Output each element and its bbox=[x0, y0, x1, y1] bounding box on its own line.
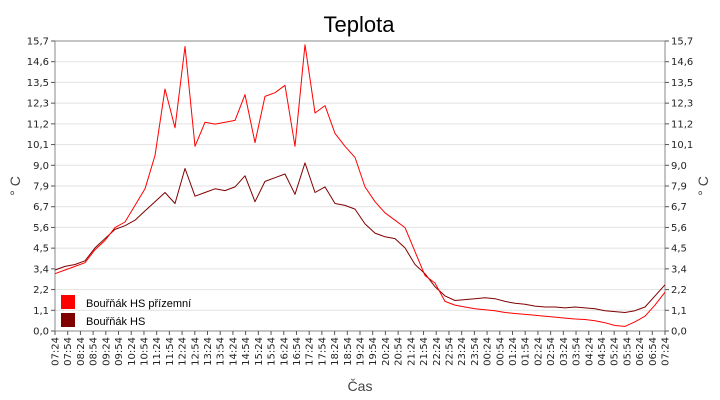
x-axis-ticks: 07:24 07:54 08:24 08:54 09:24 09:54 10:24 10:54… bbox=[51, 331, 672, 366]
y-tick-label-left: 0,0 bbox=[33, 327, 49, 338]
x-tick-label: 22:54 bbox=[444, 337, 455, 366]
y-tick-label-left: 10,1 bbox=[27, 140, 49, 151]
x-tick-label: 15:54 bbox=[267, 337, 278, 366]
legend-swatch-hs bbox=[61, 313, 75, 327]
x-tick-label: 23:54 bbox=[470, 337, 481, 366]
x-tick-label: 11:24 bbox=[152, 337, 163, 366]
x-tick-label: 00:24 bbox=[483, 337, 494, 366]
x-axis-label: Čas bbox=[348, 378, 373, 394]
x-tick-label: 22:24 bbox=[432, 337, 443, 366]
y-tick-label-right: 5,6 bbox=[671, 223, 687, 234]
x-tick-label: 05:24 bbox=[610, 337, 621, 366]
y-tick-label-left: 2,2 bbox=[33, 285, 49, 296]
x-tick-label: 10:54 bbox=[139, 337, 150, 366]
gridlines bbox=[55, 40, 665, 332]
x-tick-label: 04:54 bbox=[597, 337, 608, 366]
x-tick-label: 05:54 bbox=[622, 337, 633, 366]
x-tick-label: 02:54 bbox=[546, 337, 557, 366]
x-tick-label: 03:54 bbox=[572, 337, 583, 366]
y-tick-label-right: 10,1 bbox=[671, 140, 693, 151]
x-tick-label: 15:24 bbox=[254, 337, 265, 366]
x-tick-label: 19:24 bbox=[356, 337, 367, 366]
x-tick-label: 17:24 bbox=[305, 337, 316, 366]
x-tick-label: 08:24 bbox=[76, 337, 87, 366]
x-tick-label: 07:54 bbox=[63, 337, 74, 366]
y-axis-label-right: ° C bbox=[695, 176, 711, 196]
x-tick-label: 06:54 bbox=[648, 337, 659, 366]
x-tick-label: 14:24 bbox=[228, 337, 239, 366]
x-tick-label: 07:24 bbox=[51, 337, 62, 366]
x-tick-label: 01:54 bbox=[521, 337, 532, 366]
y-tick-label-right: 0,0 bbox=[671, 327, 687, 338]
x-tick-label: 09:24 bbox=[101, 337, 112, 366]
x-tick-label: 14:54 bbox=[241, 337, 252, 366]
x-tick-label: 18:54 bbox=[343, 337, 354, 366]
x-tick-label: 00:54 bbox=[495, 337, 506, 366]
y-tick-label-left: 3,4 bbox=[33, 264, 49, 275]
x-tick-label: 23:24 bbox=[457, 337, 468, 366]
x-tick-label: 19:54 bbox=[368, 337, 379, 366]
x-tick-label: 09:54 bbox=[114, 337, 125, 366]
y-axis-label-left: ° C bbox=[7, 176, 23, 196]
y-tick-label-left: 14,6 bbox=[27, 57, 49, 68]
x-tick-label: 20:54 bbox=[394, 337, 405, 366]
y-tick-label-right: 2,2 bbox=[671, 285, 687, 296]
y-axis-ticks: 0,0 0,0 1,1 1,1 2,2 2,2 3,4 3,4 4,5 4,5 5,6 5,6 6,7 6… bbox=[27, 37, 694, 338]
series-line-0 bbox=[54, 44, 666, 327]
y-tick-label-right: 1,1 bbox=[671, 306, 687, 317]
x-tick-label: 18:24 bbox=[330, 337, 341, 366]
y-tick-label-right: 13,5 bbox=[671, 78, 693, 89]
y-tick-label-left: 13,5 bbox=[27, 78, 49, 89]
series-lines bbox=[54, 44, 666, 327]
y-tick-label-right: 3,4 bbox=[671, 264, 687, 275]
legend-label-prizemni: Bouřňák HS přízemní bbox=[86, 298, 191, 310]
x-tick-label: 21:24 bbox=[406, 337, 417, 366]
y-tick-label-left: 12,3 bbox=[27, 99, 49, 110]
x-tick-label: 03:24 bbox=[559, 337, 570, 366]
x-tick-label: 12:54 bbox=[190, 337, 201, 366]
x-tick-label: 21:54 bbox=[419, 337, 430, 366]
x-tick-label: 20:24 bbox=[381, 337, 392, 366]
x-tick-label: 16:54 bbox=[292, 337, 303, 366]
x-tick-label: 01:24 bbox=[508, 337, 519, 366]
y-tick-label-right: 14,6 bbox=[671, 57, 693, 68]
legend-label-hs: Bouřňák HS bbox=[86, 316, 145, 328]
x-tick-label: 08:54 bbox=[89, 337, 100, 366]
y-tick-label-left: 15,7 bbox=[27, 37, 49, 48]
x-tick-label: 07:24 bbox=[661, 337, 672, 366]
y-tick-label-left: 7,9 bbox=[33, 182, 49, 193]
x-tick-label: 10:24 bbox=[127, 337, 138, 366]
y-tick-label-right: 12,3 bbox=[671, 99, 693, 110]
y-tick-label-right: 7,9 bbox=[671, 182, 687, 193]
chart-title: Teplota bbox=[324, 12, 396, 37]
y-tick-label-right: 6,7 bbox=[671, 202, 687, 213]
x-tick-label: 06:24 bbox=[635, 337, 646, 366]
y-tick-label-right: 15,7 bbox=[671, 37, 693, 48]
x-tick-label: 02:24 bbox=[533, 337, 544, 366]
x-tick-label: 17:54 bbox=[317, 337, 328, 366]
y-tick-label-left: 9,0 bbox=[33, 161, 49, 172]
y-tick-label-left: 5,6 bbox=[33, 223, 49, 234]
x-tick-label: 11:54 bbox=[165, 337, 176, 366]
y-tick-label-right: 4,5 bbox=[671, 244, 687, 255]
y-tick-label-left: 6,7 bbox=[33, 202, 49, 213]
x-tick-label: 13:24 bbox=[203, 337, 214, 366]
x-tick-label: 16:24 bbox=[279, 337, 290, 366]
legend-swatch-prizemni bbox=[61, 295, 75, 309]
x-tick-label: 04:24 bbox=[584, 337, 595, 366]
y-tick-label-right: 11,2 bbox=[671, 119, 693, 130]
legend: Bouřňák HS přízemní Bouřňák HS bbox=[61, 295, 191, 328]
y-tick-label-right: 9,0 bbox=[671, 161, 687, 172]
y-tick-label-left: 1,1 bbox=[33, 306, 49, 317]
series-line-1 bbox=[54, 162, 666, 313]
x-tick-label: 12:24 bbox=[178, 337, 189, 366]
y-tick-label-left: 4,5 bbox=[33, 244, 49, 255]
x-tick-label: 13:54 bbox=[216, 337, 227, 366]
y-tick-label-left: 11,2 bbox=[27, 119, 49, 130]
